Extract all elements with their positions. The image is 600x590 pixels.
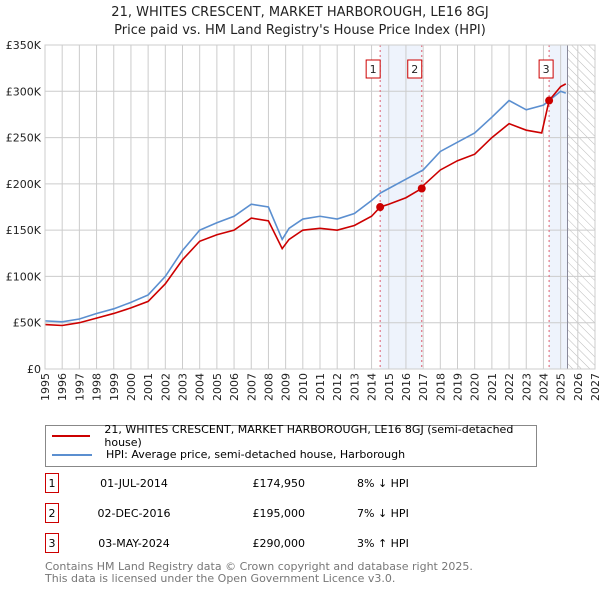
property-legend-line: [52, 434, 91, 437]
sale-hpi-delta: 3% ↑ HPI: [357, 536, 409, 550]
shade-region: [549, 45, 568, 369]
x-tick-label: 2021: [486, 373, 499, 401]
sale-marker-label: 2: [45, 503, 59, 523]
x-tick-label: 2020: [469, 373, 482, 401]
x-tick-label: 2024: [537, 373, 550, 401]
price-chart: 1995 1996 1997 1998 1999 2000 2001 2002 2003 2004…: [6, 39, 600, 401]
sale-price: £195,000: [252, 506, 306, 520]
x-tick-label: 2005: [211, 373, 224, 401]
x-tick-label: 2010: [297, 373, 310, 401]
sale-marker-label: 3: [45, 533, 59, 553]
x-tick-label: 1995: [39, 373, 52, 401]
sale-price: £290,000: [252, 536, 306, 550]
sale-hpi-delta: 7% ↓ HPI: [357, 506, 409, 520]
y-tick-label: £300K: [6, 85, 42, 98]
sale-row: 1 01-JUL-2014 £174,950 8% ↓ HPI: [45, 473, 409, 493]
x-tick-label: 2027: [589, 373, 600, 401]
y-tick-label: £0: [27, 363, 41, 376]
plot-border: [44, 44, 596, 370]
x-tick-label: 2025: [555, 373, 568, 401]
y-tick-label: £50K: [13, 317, 42, 330]
x-tick-label: 2026: [572, 373, 585, 401]
sale-marker-box: [407, 59, 423, 79]
sale-price: £174,950: [252, 476, 306, 490]
sale-marker-number: 1: [370, 63, 377, 76]
hpi-line: [44, 90, 567, 323]
shade-region: [380, 45, 422, 369]
x-tick-label: 2012: [331, 373, 344, 401]
title-line: 21, WHITES CRESCENT, MARKET HARBOROUGH, …: [111, 5, 489, 20]
sale-point: [417, 184, 426, 193]
sale-marker-box: [365, 59, 381, 79]
sale-marker-number: 2: [411, 63, 418, 76]
x-tick-label: 1999: [108, 373, 121, 401]
x-tick-label: 2004: [194, 373, 207, 401]
sale-date: 01-JUL-2014: [100, 476, 168, 490]
x-tick-label: 2003: [177, 373, 190, 401]
footer-line1: Contains HM Land Registry data © Crown c…: [45, 560, 473, 573]
sale-point: [376, 203, 385, 212]
y-tick-label: £350K: [6, 39, 42, 52]
x-tick-label: 2017: [417, 373, 430, 401]
y-tick-label: £150K: [6, 224, 42, 237]
legend: 21, WHITES CRESCENT, MARKET HARBOROUGH, …: [45, 422, 537, 467]
sale-hpi-delta: 8% ↓ HPI: [357, 476, 409, 490]
hpi-legend-label: HPI: Average price, semi-detached house,…: [106, 448, 406, 461]
forecast-hatch: [567, 45, 595, 369]
property-line: [44, 83, 567, 327]
x-tick-label: 2023: [520, 373, 533, 401]
x-tick-label: 2015: [383, 373, 396, 401]
x-tick-label: 2000: [125, 373, 138, 401]
property-legend-label: 21, WHITES CRESCENT, MARKET HARBOROUGH, …: [104, 422, 514, 449]
x-tick-label: 2009: [280, 373, 293, 401]
sale-marker-label: 1: [45, 473, 59, 493]
x-tick-label: 1996: [56, 373, 69, 401]
sale-row: 2 02-DEC-2016 £195,000 7% ↓ HPI: [45, 503, 409, 523]
sale-point: [545, 96, 554, 105]
x-tick-label: 2013: [348, 373, 361, 401]
x-tick-label: 2008: [262, 373, 275, 401]
sale-marker-box: [538, 59, 554, 79]
x-tick-label: 2018: [434, 373, 447, 401]
x-tick-label: 1997: [73, 373, 86, 401]
x-tick-label: 2006: [228, 373, 241, 401]
x-tick-label: 2002: [159, 373, 172, 401]
footer-line2: This data is licensed under the Open Gov…: [45, 572, 396, 585]
x-tick-label: 1998: [91, 373, 104, 401]
x-tick-label: 2014: [366, 373, 379, 401]
sale-date: 02-DEC-2016: [97, 506, 171, 520]
sale-row: 3 03-MAY-2024 £290,000 3% ↑ HPI: [45, 533, 409, 553]
chart-title: 21, WHITES CRESCENT, MARKET HARBOROUGH, …: [0, 4, 600, 40]
x-tick-label: 2007: [245, 373, 258, 401]
sale-marker-number: 3: [543, 63, 550, 76]
footer: Contains HM Land Registry data © Crown c…: [45, 561, 473, 585]
y-tick-label: £200K: [6, 178, 42, 191]
subtitle-line: Price paid vs. HM Land Registry's House …: [114, 23, 486, 38]
x-tick-label: 2011: [314, 373, 327, 401]
hpi-legend-line: [52, 453, 92, 456]
x-tick-label: 2019: [452, 373, 465, 401]
x-tick-label: 2001: [142, 373, 155, 401]
y-tick-label: £250K: [6, 132, 42, 145]
x-tick-label: 2016: [400, 373, 413, 401]
y-tick-label: £100K: [6, 270, 42, 283]
sale-date: 03-MAY-2024: [98, 536, 170, 550]
x-tick-label: 2022: [503, 373, 516, 401]
